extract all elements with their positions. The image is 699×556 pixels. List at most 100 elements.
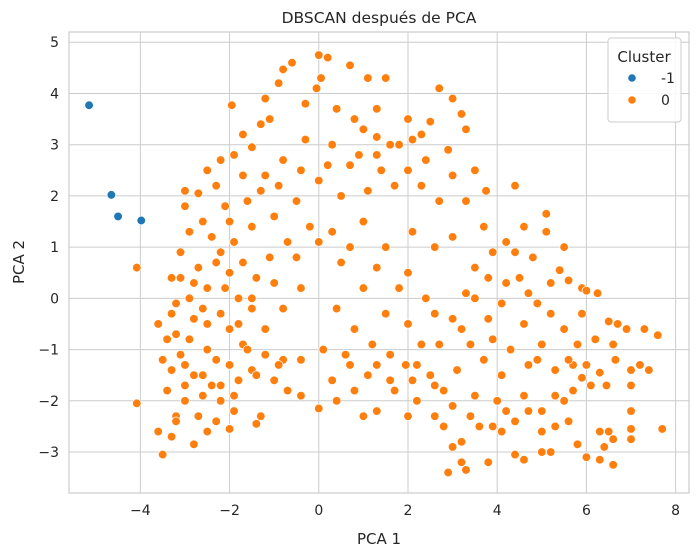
cluster-0-point <box>626 365 636 375</box>
cluster-0-point <box>291 196 302 206</box>
x-tick-label: 0 <box>314 503 323 519</box>
cluster-0-point <box>311 83 322 93</box>
cluster-0-point <box>349 385 360 396</box>
cluster-0-point <box>166 365 177 375</box>
cluster-0-point <box>269 278 279 288</box>
cluster-0-point <box>331 396 342 406</box>
cluster-0-point <box>220 201 230 211</box>
cluster-0-point <box>412 396 422 406</box>
cluster-0-point <box>184 293 195 304</box>
cluster-0-point <box>501 406 511 416</box>
cluster-0-point <box>171 416 181 426</box>
cluster-0-point <box>171 298 181 309</box>
cluster-0-point <box>439 421 449 432</box>
cluster-0-point <box>216 396 226 406</box>
cluster-0-point <box>572 339 583 350</box>
cluster-0-point <box>581 360 592 370</box>
cluster-0-point <box>229 406 239 416</box>
cluster-0-point <box>608 434 618 444</box>
cluster-0-point <box>599 442 609 452</box>
cluster-0-point <box>385 350 395 360</box>
cluster-0-point <box>519 455 529 465</box>
cluster-0-point <box>657 424 667 434</box>
y-tick-label: 0 <box>50 291 59 307</box>
cluster-0-point <box>314 50 324 60</box>
cluster-0-point <box>465 411 476 421</box>
cluster-0-point <box>389 181 400 191</box>
cluster-0-point <box>421 293 431 304</box>
cluster-0-point <box>132 398 142 409</box>
cluster-0-point <box>202 283 212 293</box>
cluster-0-point <box>604 426 614 437</box>
cluster-0-point <box>224 360 235 370</box>
cluster-0-point <box>251 370 261 380</box>
cluster-0-point <box>216 247 226 257</box>
cluster-0-point <box>559 242 569 252</box>
cluster-0-point <box>581 452 592 462</box>
cluster-0-point <box>251 419 261 429</box>
cluster-0-point <box>202 165 212 175</box>
cluster-0-point <box>407 134 418 145</box>
cluster-0-point <box>180 360 190 370</box>
scatter-points <box>84 50 667 478</box>
noise-point <box>113 211 123 222</box>
cluster-0-point <box>198 216 208 227</box>
cluster-0-point <box>207 232 217 242</box>
cluster-0-point <box>510 181 520 191</box>
cluster-0-point <box>327 140 337 150</box>
cluster-0-point <box>488 334 498 344</box>
cluster-0-point <box>229 391 239 401</box>
cluster-0-point <box>532 298 542 309</box>
cluster-0-point <box>381 242 391 252</box>
cluster-0-point <box>416 339 427 350</box>
cluster-0-point <box>586 380 596 391</box>
cluster-0-point <box>456 437 467 447</box>
cluster-0-point <box>385 375 395 385</box>
x-tick-labels: −4 −2 0 2 4 6 8 <box>130 503 680 519</box>
cluster-0-point <box>653 330 663 340</box>
cluster-0-point <box>514 273 525 283</box>
cluster-0-point <box>193 411 204 421</box>
cluster-0-point <box>434 83 444 93</box>
cluster-0-point <box>497 370 507 380</box>
cluster-0-point <box>563 355 574 365</box>
plot-frame <box>68 31 690 494</box>
cluster-0-point <box>430 380 440 391</box>
cluster-0-point <box>389 385 400 396</box>
cluster-0-point <box>447 93 458 104</box>
cluster-0-point <box>452 365 462 375</box>
cluster-0-point <box>595 426 605 437</box>
cluster-0-point <box>519 391 529 401</box>
cluster-0-point <box>456 457 467 467</box>
cluster-0-point <box>488 247 498 257</box>
cluster-0-point <box>626 434 636 444</box>
cluster-0-point <box>626 406 636 416</box>
x-tick-label: 2 <box>404 503 413 519</box>
cluster-0-point <box>572 439 583 449</box>
cluster-0-point <box>158 449 168 460</box>
cluster-0-point <box>403 268 413 278</box>
x-tick-label: 4 <box>493 503 502 519</box>
cluster-0-point <box>501 278 511 288</box>
cluster-0-point <box>233 293 244 304</box>
cluster-0-point <box>175 273 186 283</box>
cluster-0-point <box>162 385 172 396</box>
cluster-0-point <box>447 170 458 181</box>
cluster-0-point <box>456 324 467 334</box>
cluster-0-point <box>550 365 560 375</box>
cluster-0-point <box>610 355 621 365</box>
cluster-0-point <box>265 114 275 124</box>
cluster-0-point <box>278 155 288 165</box>
legend-label-noise: -1 <box>661 71 675 87</box>
cluster-0-point <box>621 324 632 334</box>
y-tick-labels: −3 −2 −1 0 1 2 3 4 5 <box>38 35 59 461</box>
gridlines <box>69 32 689 493</box>
chart-title: DBSCAN después de PCA <box>282 9 477 27</box>
cluster-0-point <box>198 303 208 314</box>
cluster-0-point <box>372 104 382 114</box>
cluster-0-point <box>345 160 355 170</box>
cluster-0-point <box>563 275 574 286</box>
cluster-0-point <box>523 288 534 298</box>
cluster-0-point <box>592 288 603 298</box>
cluster-0-point <box>349 114 360 124</box>
